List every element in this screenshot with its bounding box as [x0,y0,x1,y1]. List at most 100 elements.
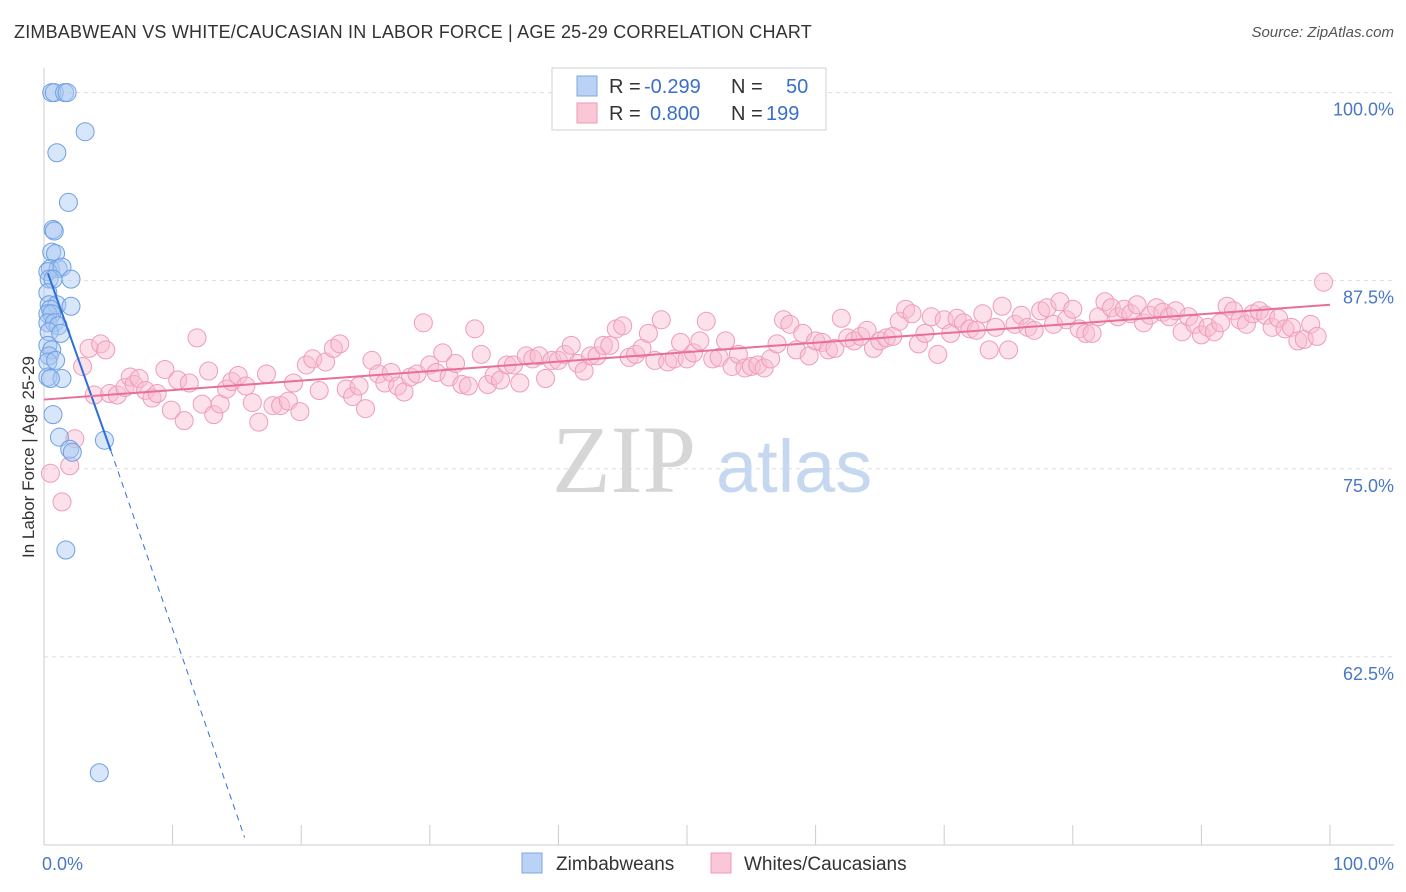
white-caucasian-point-95 [651,310,671,330]
white-caucasian-point-85 [587,346,607,366]
white-caucasian-point-4 [73,356,93,376]
legend-r-label-1: R = [609,76,641,98]
white-caucasian-point-14 [129,368,149,388]
y-axis-label: In Labor Force | Age 25-29 [19,356,38,558]
white-caucasian-point-66 [465,319,485,339]
white-caucasian-point-22 [179,373,199,393]
white-caucasian-point-0 [40,463,60,483]
zimbabwean-point-6 [58,192,78,212]
legend-r-value-1: -0.299 [644,76,701,98]
white-caucasian-point-60 [426,362,446,382]
white-caucasian-point-186 [1236,314,1256,334]
bottom-legend-swatch-pink [710,852,732,874]
white-caucasian-point-143 [960,319,980,339]
white-caucasian-point-42 [309,381,329,401]
white-caucasian-point-8 [96,340,116,360]
bottom-legend-whites: Whites/Caucasians [744,854,907,875]
white-caucasian-point-39 [290,402,310,422]
white-caucasian-point-45 [330,334,350,354]
white-caucasian-point-169 [1127,295,1147,315]
white-caucasian-point-67 [471,344,491,364]
white-caucasian-point-134 [902,304,922,324]
white-caucasian-point-197 [1307,326,1327,346]
white-caucasian-point-113 [767,334,787,354]
legend-r-label-2: R = [609,103,641,125]
bottom-legend-swatch-blue [521,852,543,874]
white-caucasian-point-35 [263,396,283,416]
zimbabwean-point-21 [61,296,81,316]
chart-source: Source: ZipAtlas.com [1251,24,1394,41]
white-caucasian-point-162 [1082,323,1102,343]
white-caucasian-point-21 [174,411,194,431]
white-caucasian-point-87 [600,335,620,355]
zimbabwean-point-38 [43,405,63,425]
zimbabwean-point-34 [46,350,66,370]
zimbabwean-point-17 [61,269,81,289]
series-zimbabweans [38,83,114,783]
white-caucasian-point-151 [1011,305,1031,325]
white-caucasian-point-61 [433,343,453,363]
white-caucasian-point-65 [458,376,478,396]
white-caucasian-point-78 [542,350,562,370]
white-caucasian-point-149 [999,340,1018,360]
white-caucasian-point-153 [1024,320,1044,340]
white-caucasian-point-138 [928,344,948,364]
white-caucasian-point-123 [831,308,851,328]
y-tick-label-3: 100.0% [1333,100,1394,120]
legend-box [551,67,827,131]
white-caucasian-point-146 [979,340,999,360]
y-tick-labels: 62.5% 75.0% 87.5% 100.0% [1333,100,1394,684]
white-caucasian-point-196 [1301,314,1321,334]
white-caucasian-point-38 [283,373,303,393]
white-caucasian-point-161 [1076,323,1096,343]
zimbabwean-point-8 [44,221,64,241]
white-caucasian-point-102 [696,311,716,331]
legend-swatch-blue [576,75,598,97]
white-caucasian-point-32 [242,393,262,413]
white-caucasian-point-48 [349,376,369,396]
zimbabwean-point-41 [60,439,80,459]
white-caucasian-point-192 [1275,319,1295,339]
white-caucasian-point-57 [407,364,427,384]
white-caucasian-point-122 [825,338,845,358]
white-caucasian-point-101 [690,331,710,351]
white-caucasian-point-26 [204,405,224,425]
zimbabwean-point-37 [40,368,60,388]
white-caucasian-point-1 [52,492,72,512]
trend-line-zimbabweans [46,272,112,452]
white-caucasian-point-147 [986,317,1006,337]
white-caucasian-point-73 [510,373,530,393]
zimbabwean-point-4 [75,122,95,142]
white-caucasian-point-7 [91,334,111,354]
zimbabwean-point-42 [62,442,82,462]
trend-lines [43,272,1331,838]
zimbabwean-point-3 [57,83,77,103]
trend-line-whites-caucasians [43,303,1331,401]
white-caucasian-point-41 [303,349,323,369]
white-caucasian-point-64 [452,375,472,395]
white-caucasian-point-49 [356,399,375,419]
white-caucasian-point-159 [1063,299,1083,319]
zimbabwean-point-26 [44,313,64,333]
white-caucasian-point-76 [529,346,549,366]
white-caucasian-point-198 [1314,272,1334,292]
white-caucasian-point-86 [593,335,613,355]
x-tick-labels: 0.0% 100.0% [42,854,1394,874]
white-caucasian-point-194 [1288,331,1308,351]
white-caucasian-point-58 [413,313,433,333]
white-caucasian-point-25 [199,361,219,381]
chart-title: ZIMBABWEAN VS WHITE/CAUCASIAN IN LABOR F… [14,22,812,42]
y-tick-label-2: 87.5% [1343,288,1394,308]
zimbabwean-point-33 [38,352,58,372]
zimbabwean-point-5 [47,143,67,163]
white-caucasian-point-81 [561,335,581,355]
zimbabwean-point-7 [43,220,63,240]
watermark-zip: ZIP [552,406,696,513]
watermark-atlas: atlas [716,425,872,508]
legend-swatch-pink [576,102,598,124]
white-caucasian-point-46 [336,379,356,399]
white-caucasian-point-59 [420,355,440,375]
white-caucasian-point-89 [613,316,633,336]
white-caucasian-point-47 [343,387,363,407]
